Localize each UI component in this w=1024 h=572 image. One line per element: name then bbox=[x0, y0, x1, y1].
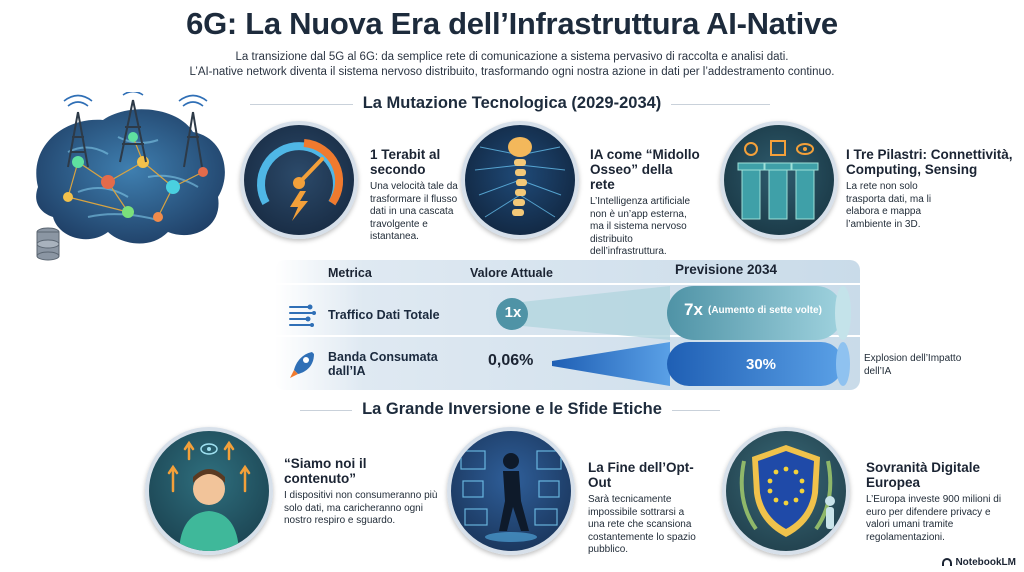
pillars-icon bbox=[737, 140, 819, 220]
speedometer-icon bbox=[257, 139, 344, 221]
walking-scan-icon bbox=[460, 450, 562, 542]
row-traffic-current: 1x bbox=[504, 304, 522, 321]
feature-ai-spine-title: IA come “Midollo Osseo” della rete bbox=[590, 147, 700, 192]
row-ai-bandwidth-side-note: Explosion dell’Impatto dell’IA bbox=[864, 353, 962, 377]
data-stream-icon bbox=[289, 304, 316, 327]
notebooklm-brand-label: NotebookLM bbox=[955, 557, 1016, 568]
row-traffic-forecast: 7x bbox=[684, 300, 703, 319]
row-ai-bandwidth-forecast: 30% bbox=[746, 356, 777, 373]
rocket-icon bbox=[290, 352, 314, 378]
feature-end-opt-out-desc: Sarà tecnicamente impossibile sottrarsi … bbox=[588, 494, 696, 555]
feature-terabit-desc: Una velocità tale da trasformare il flus… bbox=[370, 181, 458, 242]
feature-terabit: 1 Terabit al secondo Una velocità tale d… bbox=[370, 147, 462, 244]
feature-end-opt-out-title: La Fine dell’Opt-Out bbox=[588, 460, 694, 490]
col-header-forecast: Previsione 2034 bbox=[675, 262, 778, 277]
spine-icon bbox=[474, 137, 566, 218]
subtitle-line-2: L’AI-native network diventa il sistema n… bbox=[189, 66, 835, 78]
notebooklm-logo-icon bbox=[942, 558, 953, 567]
spine-illustration bbox=[461, 121, 579, 239]
row-traffic-forecast-note: (Aumento di sette volte) bbox=[708, 305, 822, 316]
page-subtitle: La transizione dal 5G al 6G: da semplice… bbox=[60, 50, 964, 80]
person-data-icon bbox=[167, 440, 251, 551]
feature-pillars: I Tre Pilastri: Connettività, Computing,… bbox=[846, 147, 1016, 231]
feature-eu-sovereignty-desc: L’Europa investe 900 milioni di euro per… bbox=[866, 494, 1002, 543]
col-header-current: Valore Attuale bbox=[470, 266, 553, 280]
feature-pillars-title: I Tre Pilastri: Connettività, Computing,… bbox=[846, 147, 1013, 177]
feature-end-opt-out: La Fine dell’Opt-Out Sarà tecnicamente i… bbox=[588, 460, 713, 557]
feature-we-are-content: “Siamo noi il contenuto” I dispositivi n… bbox=[284, 456, 439, 528]
walking-scan-illustration bbox=[447, 427, 575, 555]
eu-shield-icon bbox=[739, 445, 835, 537]
section2-heading: La Grande Inversione e le Sfide Etiche bbox=[0, 400, 1024, 419]
page-title: 6G: La Nuova Era dell’Infrastruttura AI-… bbox=[186, 6, 838, 41]
section1-heading: La Mutazione Tecnologica (2029-2034) bbox=[0, 94, 1024, 113]
row-ai-bandwidth-current: 0,06% bbox=[488, 352, 534, 369]
speedometer-illustration bbox=[240, 121, 358, 239]
row-ai-bandwidth-label: Banda Consumata dall’IA bbox=[328, 350, 438, 378]
col-header-metric: Metrica bbox=[328, 266, 372, 280]
feature-we-are-content-title: “Siamo noi il contenuto” bbox=[284, 456, 367, 486]
person-data-illustration bbox=[145, 427, 273, 555]
feature-terabit-title: 1 Terabit al secondo bbox=[370, 147, 441, 177]
feature-pillars-desc: La rete non solo trasporta dati, ma li e… bbox=[846, 181, 932, 230]
feature-eu-sovereignty: Sovranità Digitale Europea L’Europa inve… bbox=[866, 460, 1011, 544]
feature-ai-spine: IA come “Midollo Osseo” della rete L’Int… bbox=[590, 147, 700, 259]
feature-we-are-content-desc: I dispositivi non consumeranno più solo … bbox=[284, 490, 438, 526]
eu-shield-illustration bbox=[722, 427, 850, 555]
notebooklm-brand: NotebookLM bbox=[942, 557, 1016, 568]
row-traffic-label: Traffico Dati Totale bbox=[328, 308, 440, 322]
metrics-table-background bbox=[275, 260, 860, 390]
feature-ai-spine-desc: L’Intelligenza artificiale non è un’app … bbox=[590, 196, 691, 257]
subtitle-line-1: La transizione dal 5G al 6G: da semplice… bbox=[235, 51, 789, 63]
ai-brain-network-illustration bbox=[36, 92, 225, 261]
pillars-illustration bbox=[720, 121, 838, 239]
feature-eu-sovereignty-title: Sovranità Digitale Europea bbox=[866, 460, 981, 490]
